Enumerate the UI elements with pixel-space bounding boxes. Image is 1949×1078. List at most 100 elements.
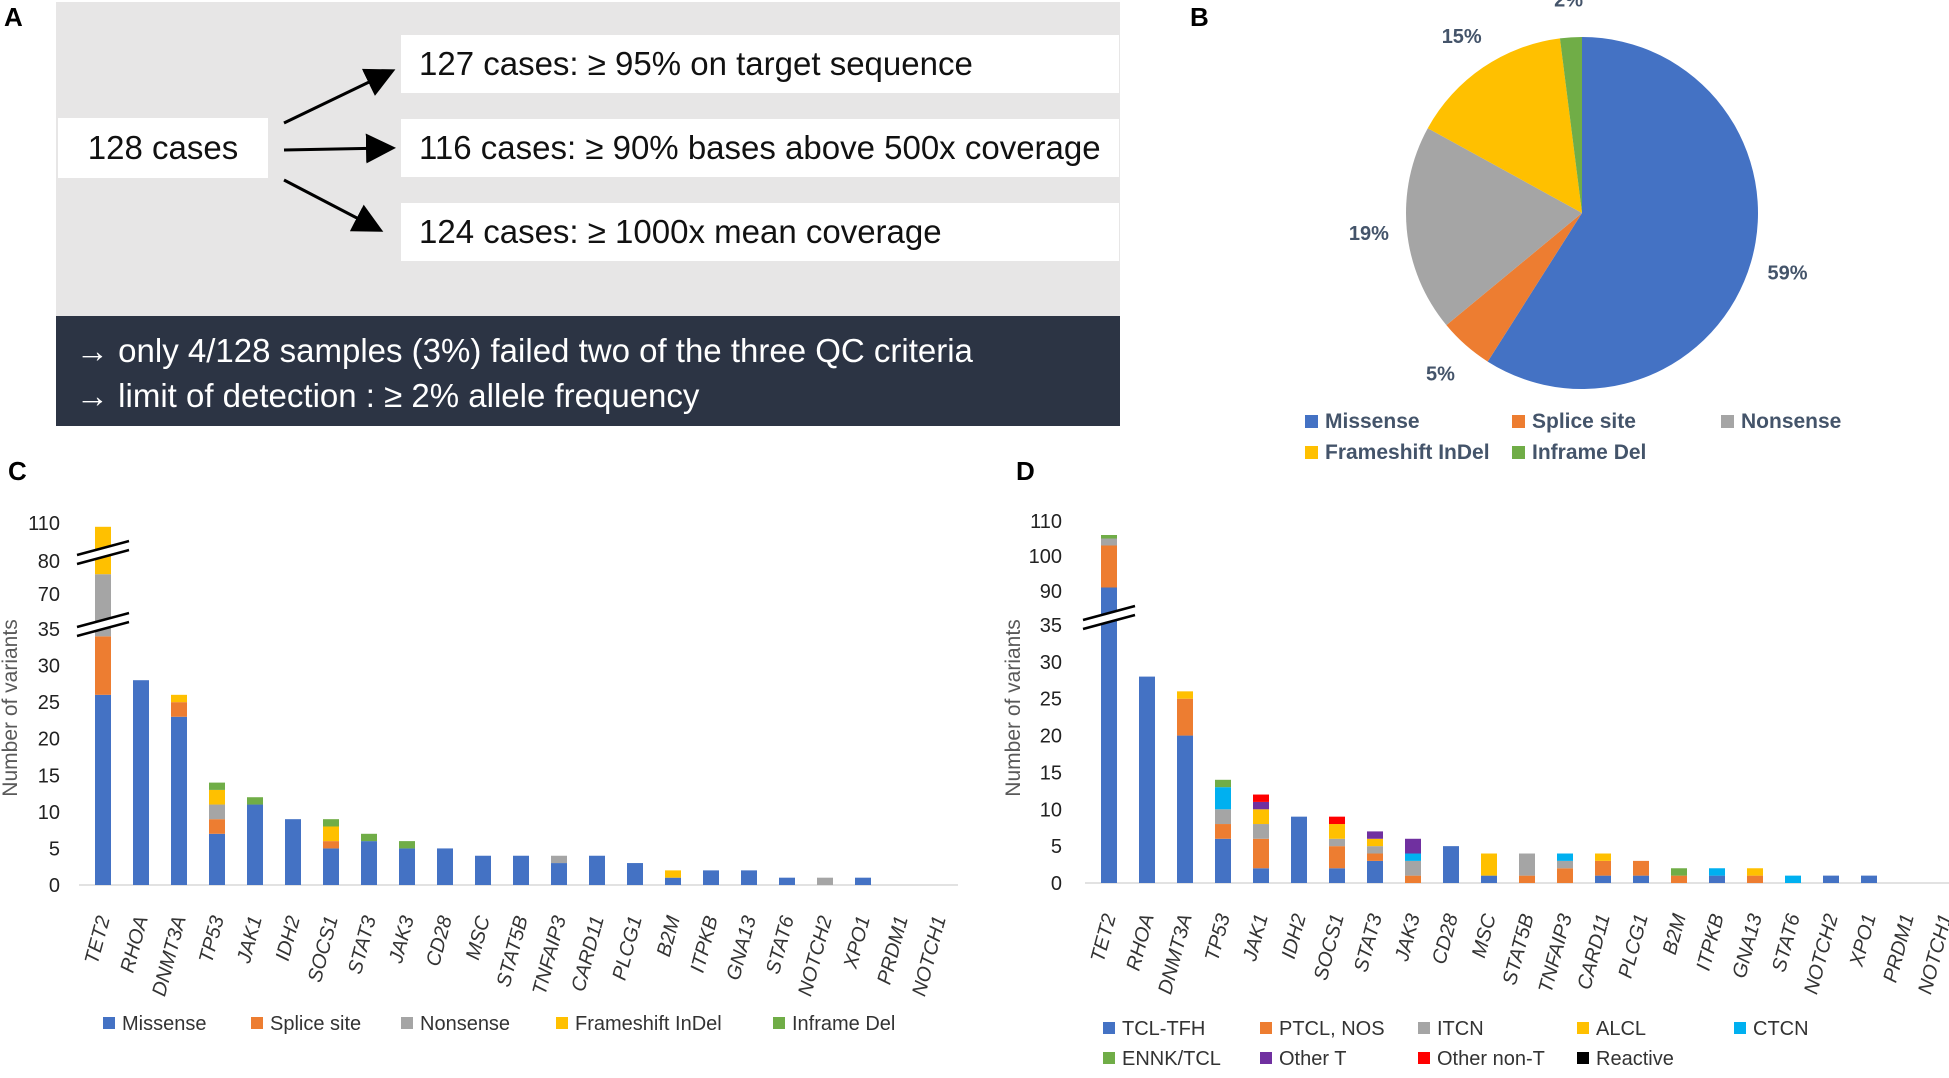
y-tick-label: 35 xyxy=(1040,615,1062,637)
legend-swatch-ennk-tcl xyxy=(1103,1052,1115,1064)
y-tick-label: 30 xyxy=(38,656,60,678)
y-tick-label: 70 xyxy=(38,584,60,606)
bar-segment-itcn xyxy=(1557,860,1573,869)
bar-segment-ennk-tcl xyxy=(1101,535,1117,539)
bar-segment-missense xyxy=(475,855,491,885)
bar-segment-ctcn xyxy=(1215,787,1231,810)
legend-swatch-ptcl-nos xyxy=(1260,1022,1272,1034)
x-category-label: PRDM1 xyxy=(873,914,912,987)
legend-label-tcl-tfh: TCL-TFH xyxy=(1122,1018,1205,1040)
x-category-label: TP53 xyxy=(195,914,229,966)
bar-segment-other-non-t xyxy=(1329,816,1345,825)
bar-segment-missense xyxy=(285,819,301,885)
legend-swatch-missense xyxy=(1305,415,1318,428)
bar-segment-ptcl-nos xyxy=(1101,545,1117,588)
bar-segment-missense xyxy=(551,863,567,885)
legend-label-reactive: Reactive xyxy=(1596,1048,1674,1070)
bar-segment-frameshift-indel xyxy=(171,694,187,703)
pie-slice-splice-site xyxy=(1446,213,1582,362)
y-tick-label: 5 xyxy=(49,838,60,860)
bar-segment-tcl-tfh xyxy=(1823,875,1839,883)
bar-segment-missense xyxy=(665,877,681,885)
y-axis-title: Number of variants xyxy=(0,619,22,796)
bar-segment-tcl-tfh xyxy=(1215,838,1231,883)
legend-label-other-non-t: Other non-T xyxy=(1437,1048,1545,1070)
legend-swatch-splice-site xyxy=(1512,415,1525,428)
qc-criterion-box: 127 cases: ≥ 95% on target sequence xyxy=(401,35,1119,93)
bar-segment-tcl-tfh xyxy=(1291,816,1307,883)
axis-break-mark xyxy=(76,539,130,557)
bar-segment-splice-site xyxy=(209,819,225,834)
bar-segment-tcl-tfh xyxy=(1253,868,1269,883)
pie-chart-mutation-types: 59% 5% 19% 15% 2% Missense Splice site Nonsense… xyxy=(1305,0,1841,464)
legend-label-frameshift-indel: Frameshift InDel xyxy=(1325,441,1490,464)
bar-segment-itcn xyxy=(1101,538,1117,546)
qc-conclusion-box: → only 4/128 samples (3%) failed two of … xyxy=(56,316,1120,426)
qc-criterion-box: 124 cases: ≥ 1000x mean coverage xyxy=(401,203,1119,261)
bar-segment-ptcl-nos xyxy=(1405,875,1421,883)
bar-segment-other-t xyxy=(1253,801,1269,810)
bar-segment-frameshift-indel xyxy=(665,870,681,878)
bar-segment-nonsense xyxy=(551,855,567,864)
bar-chart-variants-by-type: 0 5 10 15 20 25 30 35 70 80 110 Number of variants T… xyxy=(0,513,958,1035)
bar-segment-splice-site xyxy=(95,636,111,695)
bar-segment-alcl xyxy=(1367,838,1383,847)
legend-swatch-inframe-del xyxy=(1512,446,1525,459)
x-category-label: TNFAIP3 xyxy=(1535,912,1577,996)
x-category-label: MSC xyxy=(462,913,495,962)
x-category-label: SOCS1 xyxy=(304,914,343,985)
x-category-label: SOCS1 xyxy=(1310,912,1349,983)
bar-segment-missense xyxy=(855,877,871,885)
y-tick-label: 25 xyxy=(1040,689,1062,711)
bar-segment-inframe-del xyxy=(399,841,415,849)
qc-criterion-label: 124 cases: ≥ 1000x mean coverage xyxy=(419,213,942,250)
x-category-label: STAT5B xyxy=(1499,912,1539,988)
x-category-label: XPO1 xyxy=(840,914,875,972)
bar-segment-splice-site xyxy=(323,841,339,849)
x-category-label: NOTCH2 xyxy=(1800,912,1843,997)
bar-segment-ctcn xyxy=(1785,875,1801,883)
legend-label-itcn: ITCN xyxy=(1437,1018,1484,1040)
bar-segment-inframe-del xyxy=(323,819,339,827)
x-category-label: IDH2 xyxy=(1278,912,1311,962)
x-category-label: ITPKB xyxy=(687,914,723,976)
y-tick-label: 15 xyxy=(38,765,60,787)
y-tick-label: 20 xyxy=(38,729,60,751)
bar-segment-frameshift-indel xyxy=(209,789,225,805)
x-category-label: B2M xyxy=(653,913,685,959)
legend-swatch-missense xyxy=(103,1017,115,1029)
x-category-label: TP53 xyxy=(1201,912,1235,964)
legend-label-frameshift-indel: Frameshift InDel xyxy=(575,1013,722,1035)
x-category-label: JAK1 xyxy=(1239,912,1273,965)
legend-label-alcl: ALCL xyxy=(1596,1018,1646,1040)
bar-segment-missense xyxy=(133,680,149,885)
bar-segment-alcl xyxy=(1253,809,1269,825)
qc-conclusion-line: → only 4/128 samples (3%) failed two of … xyxy=(76,332,973,369)
bar-segment-alcl xyxy=(1595,853,1611,861)
x-category-label: STAT5B xyxy=(493,914,533,990)
bar-segment-alcl xyxy=(1481,853,1497,876)
bar-segment-missense xyxy=(209,833,225,885)
bar-segment-alcl xyxy=(1177,691,1193,699)
bar-segment-ptcl-nos xyxy=(1557,868,1573,883)
axis-break-gap xyxy=(1083,606,1135,629)
y-tick-label: 35 xyxy=(38,619,60,641)
bar-segment-ennk-tcl xyxy=(1671,868,1687,876)
x-category-label: CD28 xyxy=(422,914,456,969)
x-category-label: GNA13 xyxy=(723,914,761,983)
bar-segment-nonsense xyxy=(817,877,833,885)
axis-break-mark xyxy=(76,611,130,629)
bar-segment-alcl xyxy=(1747,868,1763,876)
panel-label-c: C xyxy=(8,456,27,486)
legend-label-nonsense: Nonsense xyxy=(1741,410,1841,433)
bar-segment-ptcl-nos xyxy=(1595,860,1611,876)
x-category-label: RHOA xyxy=(1123,912,1159,974)
panel-label-d: D xyxy=(1016,456,1035,486)
bar-segment-tcl-tfh xyxy=(1177,735,1193,883)
x-category-label: STAT3 xyxy=(344,914,381,977)
bar-segment-missense xyxy=(627,863,643,885)
bar-segment-ctcn xyxy=(1557,853,1573,861)
legend-label-inframe-del: Inframe Del xyxy=(1532,441,1646,464)
bar-segment-tcl-tfh xyxy=(1329,868,1345,883)
bar-segment-missense xyxy=(399,848,415,885)
